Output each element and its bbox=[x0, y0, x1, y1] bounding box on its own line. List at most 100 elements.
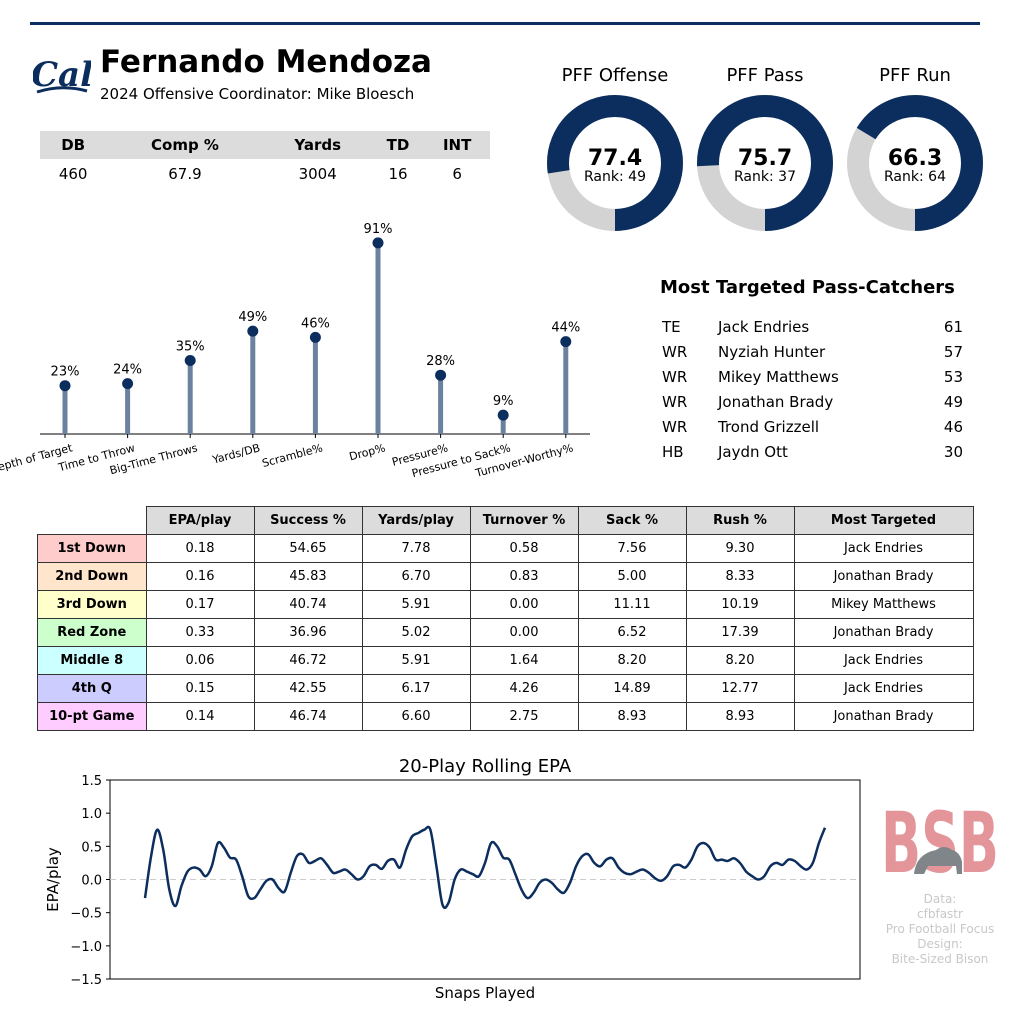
catcher-name: Mikey Matthews bbox=[718, 368, 839, 386]
situation-label: 3rd Down bbox=[37, 590, 147, 619]
situational-header: EPA/play bbox=[145, 506, 255, 535]
lollipop-point bbox=[309, 331, 321, 343]
situation-label: 10-pt Game bbox=[37, 702, 147, 731]
situation-cell: 40.74 bbox=[253, 590, 363, 619]
lollipop-value-label: 23% bbox=[51, 365, 80, 380]
situation-cell: 0.33 bbox=[145, 618, 255, 647]
situation-cell: 0.06 bbox=[145, 646, 255, 675]
cal-logo: Cal bbox=[33, 55, 91, 95]
situation-cell: Jack Endries bbox=[793, 534, 974, 563]
situation-cell: 8.93 bbox=[577, 702, 687, 731]
bsb-text: BSB bbox=[881, 794, 999, 884]
bsb-watermark-logo: BSB bbox=[881, 794, 999, 884]
donut-arc bbox=[547, 95, 683, 231]
situational-row: 2nd Down 0.16 45.83 6.70 0.83 5.00 8.33 … bbox=[37, 562, 974, 591]
lollipop-point bbox=[435, 369, 447, 381]
catcher-pos: HB bbox=[662, 443, 684, 461]
grade-donut-pass bbox=[697, 95, 833, 231]
situation-cell: 12.77 bbox=[685, 674, 795, 703]
situation-cell: 54.65 bbox=[253, 534, 363, 563]
grade-rank-offense: Rank: 49 bbox=[584, 169, 646, 185]
situation-cell: Jonathan Brady bbox=[793, 562, 974, 591]
catcher-pos: WR bbox=[662, 393, 688, 411]
situation-cell: 5.91 bbox=[361, 590, 471, 619]
situational-header: Success % bbox=[253, 506, 363, 535]
donut-arc bbox=[697, 95, 833, 231]
situation-cell: 46.74 bbox=[253, 702, 363, 731]
situational-header: Turnover % bbox=[469, 506, 579, 535]
y-tick-label: −1.0 bbox=[70, 940, 102, 955]
lollipop-point bbox=[560, 336, 572, 348]
situation-cell: 6.60 bbox=[361, 702, 471, 731]
situation-cell: 0.00 bbox=[469, 618, 579, 647]
situation-cell: 2.75 bbox=[469, 702, 579, 731]
situation-cell: Jonathan Brady bbox=[793, 702, 974, 731]
lollipop-point bbox=[497, 409, 509, 421]
situational-header: Rush % bbox=[685, 506, 795, 535]
catcher-targets: 53 bbox=[943, 368, 963, 386]
situation-cell: 46.72 bbox=[253, 646, 363, 675]
situation-cell: 0.16 bbox=[145, 562, 255, 591]
situation-label: 2nd Down bbox=[37, 562, 147, 591]
situation-cell: 0.58 bbox=[469, 534, 579, 563]
bison-icon bbox=[914, 847, 962, 874]
situation-cell: 5.91 bbox=[361, 646, 471, 675]
situation-cell: 0.14 bbox=[145, 702, 255, 731]
lollipop-value-label: 44% bbox=[551, 321, 580, 336]
credit-line: cfbfastr bbox=[917, 907, 963, 921]
season-stats-table: DB Comp % Yards TD INT 460 67.9 3004 16 … bbox=[40, 131, 490, 189]
situational-row: Red Zone 0.33 36.96 5.02 0.00 6.52 17.39… bbox=[37, 618, 974, 647]
situation-cell: 36.96 bbox=[253, 618, 363, 647]
catcher-name: Nyziah Hunter bbox=[718, 343, 826, 361]
catcher-name: Jack Endries bbox=[718, 318, 810, 336]
situational-row: 4th Q 0.15 42.55 6.17 4.26 14.89 12.77 J… bbox=[37, 674, 974, 703]
x-axis-label: Snaps Played bbox=[435, 984, 535, 1002]
stats-header-row: DB Comp % Yards TD INT bbox=[40, 131, 490, 159]
y-axis-label: EPA/play bbox=[44, 847, 62, 912]
catcher-targets: 49 bbox=[943, 393, 963, 411]
catcher-pos: WR bbox=[662, 368, 688, 386]
lollipop-point bbox=[372, 237, 384, 249]
situational-header: Most Targeted bbox=[793, 506, 974, 535]
situation-cell: 42.55 bbox=[253, 674, 363, 703]
catcher-name: Trond Grizzell bbox=[718, 418, 820, 436]
donut-arc bbox=[847, 95, 983, 231]
lollipop-category-label: Yards/DB bbox=[210, 441, 261, 466]
catcher-name: Jonathan Brady bbox=[718, 393, 834, 411]
grade-rank-pass: Rank: 37 bbox=[734, 169, 796, 185]
lollipop-point bbox=[247, 325, 259, 337]
situation-cell: 4.26 bbox=[469, 674, 579, 703]
situation-cell: 7.78 bbox=[361, 534, 471, 563]
situation-cell: 0.17 bbox=[145, 590, 255, 619]
stats-value: 460 bbox=[58, 165, 88, 183]
credits-block: Data: cfbfastr Pro Football Focus Design… bbox=[880, 892, 1000, 967]
situation-cell: 8.20 bbox=[577, 646, 687, 675]
situation-cell: 0.83 bbox=[469, 562, 579, 591]
situational-row: 3rd Down 0.17 40.74 5.91 0.00 11.11 10.1… bbox=[37, 590, 974, 619]
coordinator-subtitle: 2024 Offensive Coordinator: Mike Bloesch bbox=[100, 85, 415, 103]
lollipop-value-label: 91% bbox=[364, 222, 393, 237]
situation-cell: 5.00 bbox=[577, 562, 687, 591]
lollipop-value-label: 28% bbox=[426, 354, 455, 369]
lollipop-value-label: 46% bbox=[301, 316, 330, 331]
situation-cell: 14.89 bbox=[577, 674, 687, 703]
situation-cell: 6.70 bbox=[361, 562, 471, 591]
stats-header: Yards bbox=[263, 131, 372, 159]
lollipop-point bbox=[59, 380, 71, 392]
grade-donut-offense bbox=[547, 95, 683, 231]
stats-value: 16 bbox=[388, 165, 408, 183]
y-tick-label: 1.0 bbox=[81, 807, 102, 822]
situation-label: 1st Down bbox=[37, 534, 147, 563]
stats-header: INT bbox=[424, 131, 490, 159]
situation-cell: 0.00 bbox=[469, 590, 579, 619]
stats-header: TD bbox=[371, 131, 425, 159]
epa-series-line bbox=[143, 825, 827, 910]
situational-row: Middle 8 0.06 46.72 5.91 1.64 8.20 8.20 … bbox=[37, 646, 974, 675]
lollipop-value-label: 35% bbox=[176, 340, 205, 355]
catcher-pos: WR bbox=[662, 343, 688, 361]
stats-value: 6 bbox=[452, 165, 462, 183]
y-tick-label: 0.0 bbox=[81, 874, 102, 889]
credit-line: Bite-Sized Bison bbox=[891, 952, 989, 966]
grade-donut-run bbox=[847, 95, 983, 231]
catcher-pos: WR bbox=[662, 418, 688, 436]
